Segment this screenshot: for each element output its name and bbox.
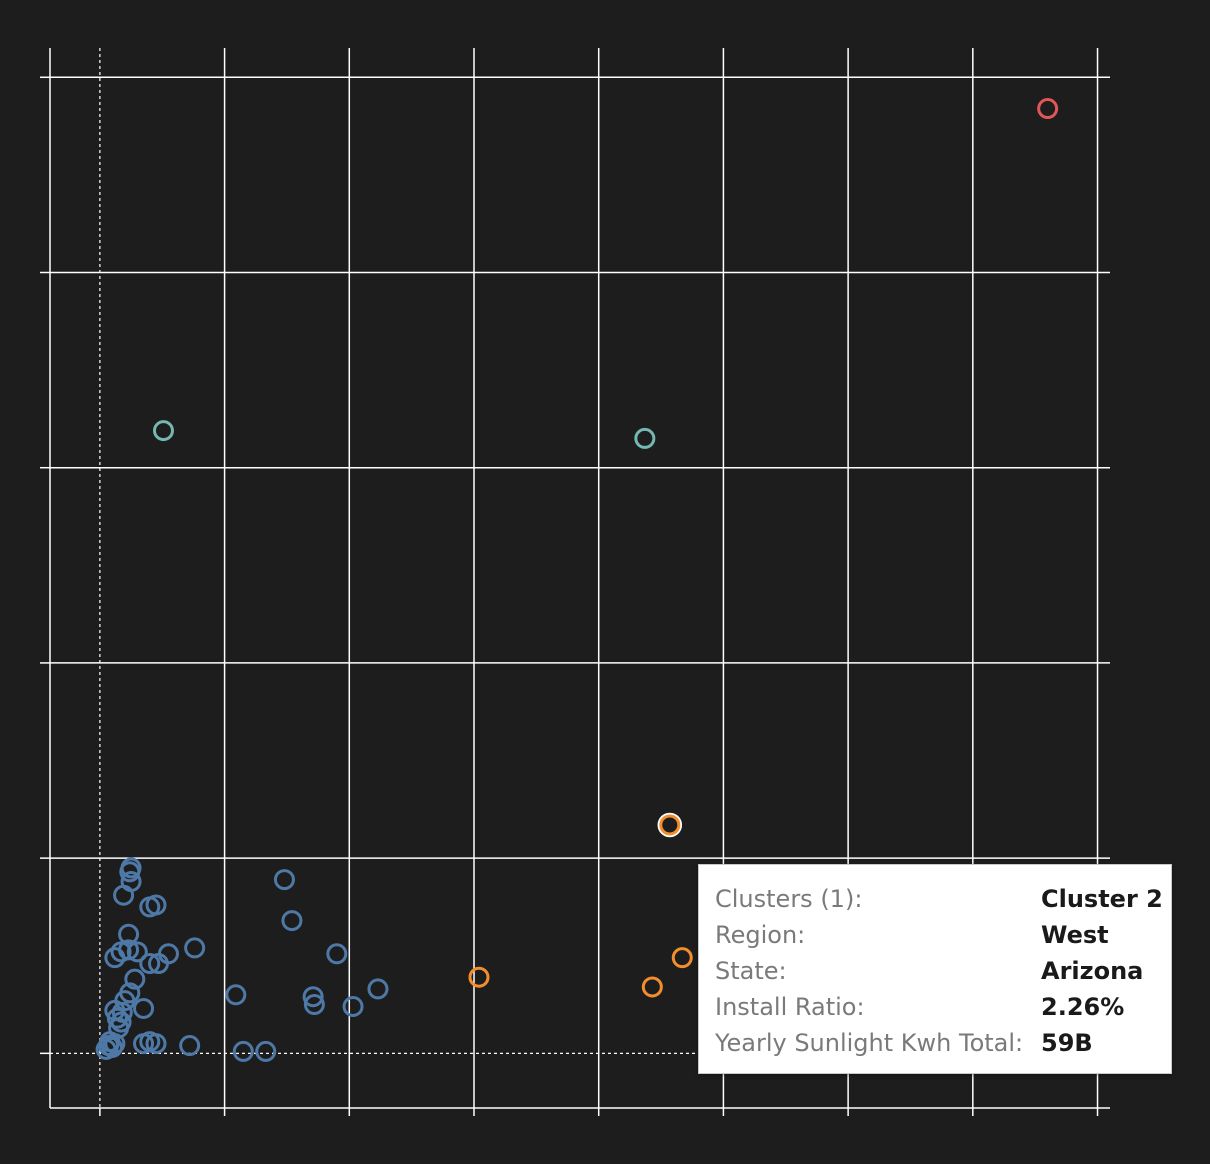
data-point (671, 947, 693, 969)
tooltip-value: 2.26% (1041, 993, 1125, 1021)
data-point (124, 968, 146, 990)
data-point (255, 1040, 277, 1062)
tooltip-value: West (1041, 921, 1109, 949)
tooltip-value: 59B (1041, 1029, 1093, 1057)
tooltip-row-sunlight: Yearly Sunlight Kwh Total: 59B (715, 1025, 1155, 1061)
data-point (110, 1011, 132, 1033)
data-point (342, 995, 364, 1017)
data-point (119, 861, 141, 883)
data-point (225, 984, 247, 1006)
tooltip: Clusters (1): Cluster 2 Region: West Sta… (698, 864, 1172, 1074)
data-point (133, 997, 155, 1019)
data-point (302, 986, 324, 1008)
axes (40, 48, 1110, 1116)
tooltip-label: Install Ratio: (715, 993, 865, 1021)
data-point (659, 814, 681, 836)
tooltip-value: Cluster 2 (1041, 885, 1163, 913)
data-point (326, 943, 348, 965)
data-point (179, 1035, 201, 1057)
data-point (281, 910, 303, 932)
tooltip-label: Region: (715, 921, 806, 949)
data-point (303, 994, 325, 1016)
data-point (104, 947, 126, 969)
data-point (157, 943, 179, 965)
tooltip-label: State: (715, 957, 787, 985)
data-point (145, 1033, 167, 1055)
data-point (139, 953, 161, 975)
tooltip-row-region: Region: West (715, 917, 1155, 953)
data-point (106, 1007, 128, 1029)
data-point (118, 923, 140, 945)
data-point (126, 941, 148, 963)
tooltip-value: Arizona (1041, 957, 1144, 985)
tooltip-label: Clusters (1): (715, 885, 863, 913)
data-point (145, 894, 167, 916)
data-point (367, 978, 389, 1000)
data-point (152, 420, 174, 442)
data-point (468, 966, 490, 988)
tooltip-row-cluster: Clusters (1): Cluster 2 (715, 881, 1163, 917)
data-point (634, 427, 656, 449)
tooltip-label: Yearly Sunlight Kwh Total: (715, 1029, 1024, 1057)
data-point (184, 937, 206, 959)
data-point (273, 869, 295, 891)
tooltip-row-state: State: Arizona (715, 953, 1155, 989)
data-point (119, 982, 141, 1004)
data-point (110, 941, 132, 963)
data-point (1037, 98, 1059, 120)
grid-lines (50, 48, 1110, 1108)
data-points (95, 98, 1059, 1062)
data-point (641, 976, 663, 998)
tooltip-row-install-ratio: Install Ratio: 2.26% (715, 989, 1155, 1025)
highlighted-point-halo (657, 812, 683, 838)
data-point (232, 1040, 254, 1062)
data-point (120, 871, 142, 893)
